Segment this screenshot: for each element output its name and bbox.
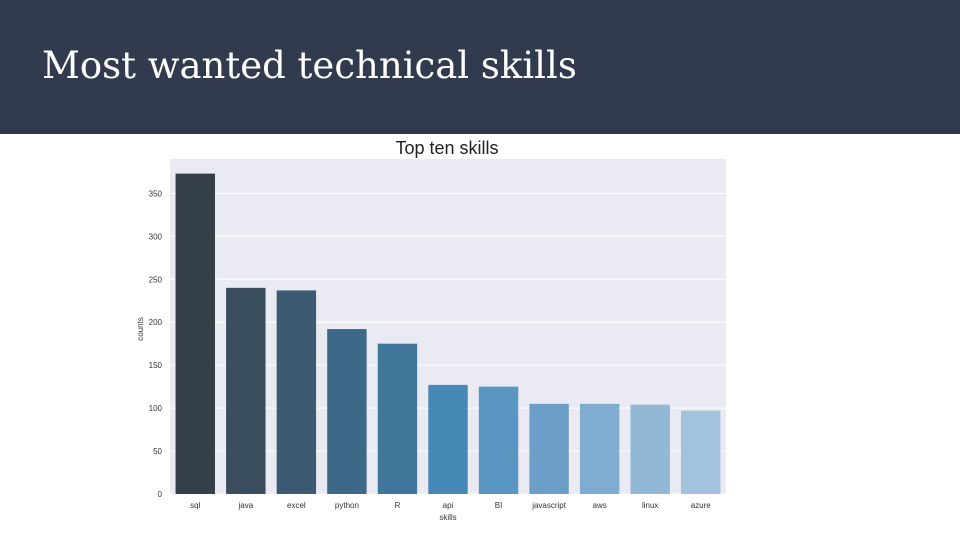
x-tick-label: excel bbox=[287, 501, 306, 510]
x-tick-label: azure bbox=[691, 501, 712, 510]
bar-chart: Top ten skills 0 50 100 150 200 250 300 350 sql… bbox=[136, 138, 726, 522]
x-axis-label: skills bbox=[439, 513, 456, 522]
y-tick-label: 250 bbox=[149, 275, 163, 284]
x-tick-label: api bbox=[443, 501, 454, 510]
bars bbox=[175, 173, 721, 494]
x-tick-label: linux bbox=[642, 501, 658, 510]
chart-title: Top ten skills bbox=[395, 138, 498, 158]
title-banner: Most wanted technical skills bbox=[0, 0, 960, 134]
y-axis-label: counts bbox=[136, 317, 145, 341]
x-tick-label: R bbox=[395, 501, 401, 510]
y-tick-label: 300 bbox=[149, 232, 163, 241]
x-tick-label: BI bbox=[495, 501, 503, 510]
bar-sql bbox=[175, 173, 215, 494]
y-axis-ticks: 0 50 100 150 200 250 300 350 bbox=[149, 189, 163, 499]
bar-r bbox=[377, 343, 418, 494]
x-tick-label: sql bbox=[190, 501, 200, 510]
x-tick-label: aws bbox=[593, 501, 607, 510]
bar-python bbox=[327, 329, 367, 494]
y-tick-label: 200 bbox=[149, 318, 163, 327]
x-tick-label: java bbox=[237, 501, 253, 510]
y-tick-label: 150 bbox=[149, 361, 163, 370]
x-tick-label: javascript bbox=[531, 501, 567, 510]
bar-java bbox=[226, 287, 266, 494]
bar-javascript bbox=[529, 403, 569, 494]
y-tick-label: 0 bbox=[158, 490, 163, 499]
bar-bi bbox=[478, 386, 519, 494]
slide-title: Most wanted technical skills bbox=[42, 44, 577, 87]
bar-linux bbox=[630, 404, 670, 494]
bar-aws bbox=[579, 403, 620, 494]
bar-excel bbox=[276, 290, 317, 494]
chart-container: Top ten skills 0 50 100 150 200 250 300 350 sql… bbox=[0, 134, 960, 540]
bar-api bbox=[428, 384, 468, 494]
x-tick-label: python bbox=[335, 501, 359, 510]
y-tick-label: 350 bbox=[149, 189, 163, 198]
bar-azure bbox=[681, 410, 721, 494]
y-tick-label: 100 bbox=[149, 404, 163, 413]
y-tick-label: 50 bbox=[153, 447, 162, 456]
